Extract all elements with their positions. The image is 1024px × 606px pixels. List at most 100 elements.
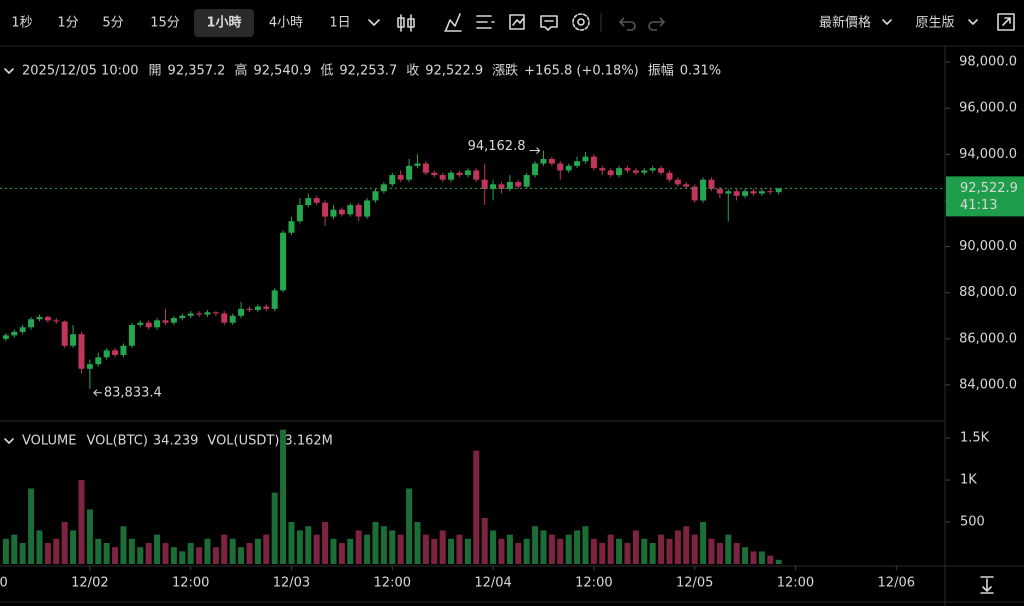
scroll-to-end[interactable] xyxy=(980,576,994,594)
candle-body xyxy=(36,316,43,320)
candle-body xyxy=(725,191,732,194)
x-tick-label: 12/03 xyxy=(273,576,310,591)
candle-body xyxy=(355,205,362,217)
volume-bar xyxy=(86,509,93,564)
candle-body xyxy=(641,170,648,173)
candle-body xyxy=(196,313,203,315)
candle-body xyxy=(28,319,35,328)
view-chevron[interactable] xyxy=(968,19,978,25)
volume-bar xyxy=(36,530,43,564)
candle-body xyxy=(758,191,765,194)
last-price-badge xyxy=(946,176,1024,217)
volume-bar xyxy=(103,543,110,564)
candle-body xyxy=(187,313,194,316)
volume-bar xyxy=(649,543,656,564)
fullscreen-button[interactable] xyxy=(997,13,1015,31)
volume-bar xyxy=(742,547,749,564)
template-button[interactable] xyxy=(509,14,525,30)
volume-bar xyxy=(296,530,303,564)
redo-button[interactable] xyxy=(648,17,666,31)
interval-button[interactable]: 1分 xyxy=(57,16,78,31)
candle-body xyxy=(439,175,446,180)
view-select[interactable]: 原生版 xyxy=(915,16,954,31)
candle-body xyxy=(380,184,387,192)
volume-bar xyxy=(683,526,690,564)
last-price-label: 92,522.9 xyxy=(960,181,1018,196)
volume-bar xyxy=(364,534,371,564)
candle-body xyxy=(288,221,295,233)
volume-bar xyxy=(330,538,337,564)
candle-body xyxy=(716,188,723,194)
volume-bar xyxy=(120,526,127,564)
alert-button[interactable] xyxy=(540,15,558,31)
x-tick-label: 12/06 xyxy=(878,576,915,591)
indicators-button[interactable] xyxy=(444,13,462,32)
interval-button[interactable]: 4小時 xyxy=(269,16,303,31)
countdown: 41:13 xyxy=(960,198,997,213)
interval-button[interactable]: 5分 xyxy=(102,16,123,31)
legend-collapse[interactable] xyxy=(4,68,14,74)
candle-body xyxy=(565,165,572,171)
price-type-chevron[interactable] xyxy=(882,19,892,25)
candle-body xyxy=(658,168,665,173)
candle-body xyxy=(775,188,782,193)
volume-bar xyxy=(347,538,354,564)
undo-button[interactable] xyxy=(618,17,636,31)
y-tick-label: 84,000.0 xyxy=(959,377,1017,392)
x-tick-label: 12/04 xyxy=(474,576,511,591)
x-tick-label: 12/05 xyxy=(676,576,713,591)
candle-body xyxy=(506,181,513,189)
volume-bar xyxy=(708,538,715,564)
candle-body xyxy=(120,345,127,355)
interval-menu[interactable] xyxy=(368,19,380,26)
candle-body xyxy=(481,179,488,189)
volume-bar xyxy=(212,547,219,564)
volume-bar xyxy=(162,543,169,564)
legend-value: 92,540.9 xyxy=(253,64,311,79)
interval-button[interactable]: 1日 xyxy=(329,16,350,31)
candle-body xyxy=(750,191,757,194)
volume-bar xyxy=(523,538,530,564)
settings-button[interactable] xyxy=(572,13,590,31)
candle-body xyxy=(372,191,379,201)
interval-button[interactable]: 1秒 xyxy=(11,16,32,31)
candle-body xyxy=(322,202,329,217)
interval-button[interactable]: 15分 xyxy=(150,16,180,31)
candle-body xyxy=(313,198,320,203)
volume-bar xyxy=(515,543,522,564)
candle-body xyxy=(624,168,631,171)
volume-bar xyxy=(590,538,597,564)
volume-bar xyxy=(187,543,194,564)
volume-bar xyxy=(179,551,186,564)
legend-label: 低 xyxy=(320,64,333,79)
candle-body xyxy=(330,209,337,217)
candle-body xyxy=(431,172,438,176)
volume-y-tick-label: 1K xyxy=(960,473,977,488)
drawing-button[interactable] xyxy=(476,15,495,29)
interval-button[interactable]: 1小時 xyxy=(206,15,241,31)
candle-body xyxy=(19,327,26,332)
candle-body xyxy=(523,175,530,187)
volume-bar xyxy=(624,543,631,564)
candle-body xyxy=(95,357,102,365)
volume-bar xyxy=(28,488,35,564)
candle-body xyxy=(515,181,522,187)
candle-body xyxy=(599,168,606,171)
volume-bar xyxy=(44,543,51,564)
volume-bar xyxy=(221,534,228,564)
candle-type-button[interactable] xyxy=(397,14,415,32)
candle-body xyxy=(473,170,480,180)
volume-bar xyxy=(2,538,9,564)
price-type-select[interactable]: 最新價格 xyxy=(819,15,871,31)
candle-body xyxy=(263,306,270,309)
x-tick-label: 12:00 xyxy=(0,576,8,591)
candle-body xyxy=(616,168,623,176)
legend-label: 漲跌 xyxy=(492,63,518,79)
volume-bar xyxy=(95,538,102,564)
volume-bar xyxy=(456,534,463,564)
candle-body xyxy=(582,156,589,162)
candle-body xyxy=(53,320,60,322)
volume-collapse[interactable] xyxy=(4,438,14,444)
legend-label: 振幅 xyxy=(648,64,674,79)
